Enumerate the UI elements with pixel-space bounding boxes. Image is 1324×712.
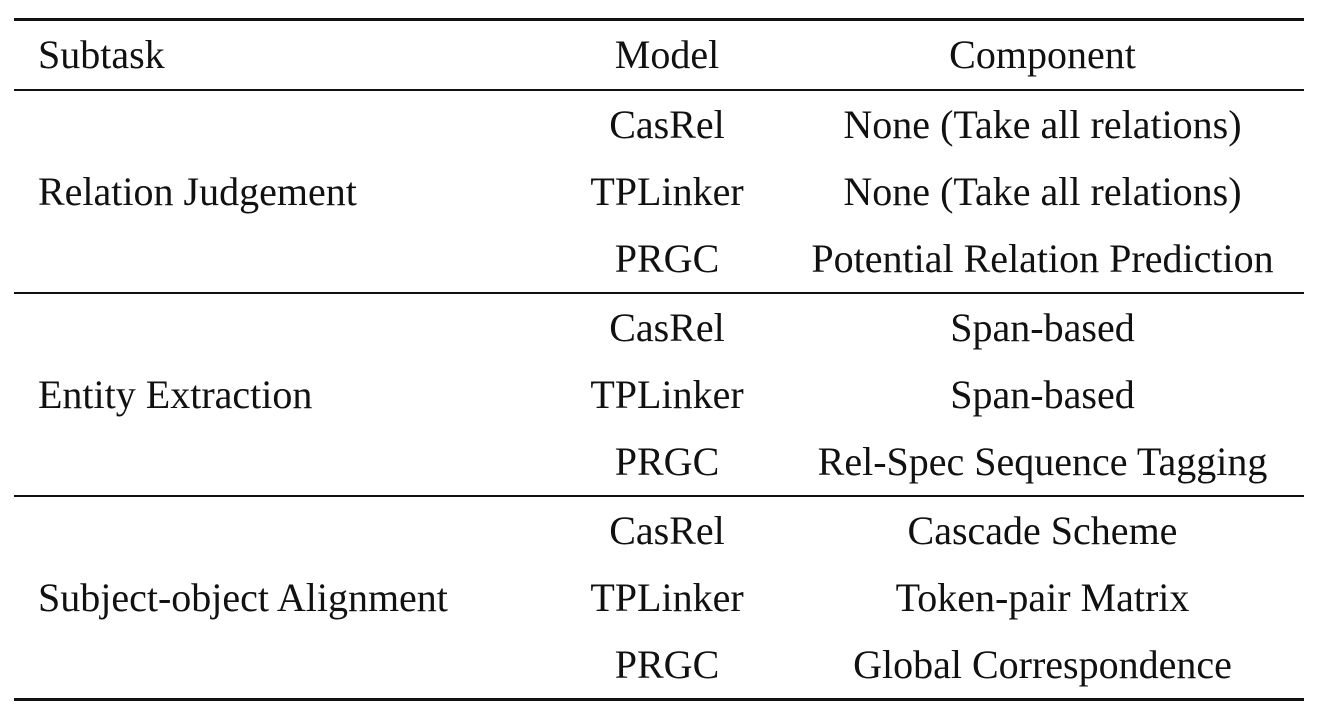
table-row: Subject-object Alignment CasRel Cascade …	[14, 496, 1304, 617]
comparison-table-container: Subtask Model Component Relation Judgeme…	[14, 18, 1304, 701]
table-row: PRGC Potential Relation Prediction	[14, 225, 1304, 293]
component-cell: Rel-Spec Sequence Tagging	[817, 438, 1268, 484]
model-cell: CasRel	[609, 304, 725, 350]
model-cell: TPLinker	[590, 168, 744, 214]
header-subtask: Subtask	[38, 32, 165, 77]
component-cell: None (Take all relations)	[843, 168, 1242, 214]
table-row: TPLinker None (Take all relations)	[14, 158, 1304, 225]
subtask-cell: Relation Judgement	[38, 168, 357, 214]
model-cell: PRGC	[614, 235, 720, 281]
comparison-table: Subtask Model Component Relation Judgeme…	[14, 18, 1304, 701]
table-row: TPLinker Span-based	[14, 361, 1304, 428]
header-component: Component	[949, 32, 1136, 77]
component-cell: Token-pair Matrix	[895, 574, 1190, 620]
component-cell: None (Take all relations)	[843, 101, 1242, 147]
table-body: Relation Judgement CasRel None (Take all…	[14, 90, 1304, 700]
component-cell: Span-based	[950, 304, 1135, 350]
header-row: Subtask Model Component	[14, 19, 1304, 91]
table-row: TPLinker Token-pair Matrix	[14, 564, 1304, 631]
component-cell: Potential Relation Prediction	[811, 235, 1274, 281]
table-row: PRGC Rel-Spec Sequence Tagging	[14, 428, 1304, 496]
model-cell: CasRel	[609, 507, 725, 553]
model-cell: TPLinker	[590, 574, 744, 620]
model-cell: PRGC	[614, 438, 720, 484]
subtask-cell: Subject-object Alignment	[38, 574, 448, 620]
model-cell: TPLinker	[590, 371, 744, 417]
table-row: PRGC Global Correspondence	[14, 631, 1304, 700]
table-row: Entity Extraction CasRel Span-based	[14, 293, 1304, 414]
model-cell: PRGC	[614, 641, 720, 687]
component-cell: Cascade Scheme	[907, 507, 1178, 553]
component-cell: Span-based	[950, 371, 1135, 417]
subtask-cell: Entity Extraction	[38, 371, 313, 417]
model-cell: CasRel	[609, 101, 725, 147]
header-model: Model	[614, 32, 720, 77]
table-header: Subtask Model Component	[14, 19, 1304, 91]
component-cell: Global Correspondence	[853, 641, 1232, 687]
table-row: Relation Judgement CasRel None (Take all…	[14, 90, 1304, 211]
